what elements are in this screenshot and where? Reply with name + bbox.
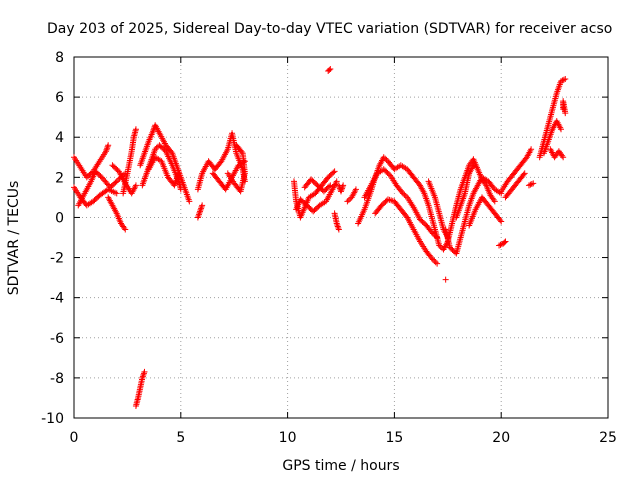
data-point — [330, 169, 337, 176]
data-point — [97, 173, 104, 180]
data-point — [334, 223, 341, 230]
data-point — [562, 110, 569, 117]
y-tick-label: -10 — [41, 411, 64, 427]
data-point — [380, 154, 387, 161]
chart-title: Day 203 of 2025, Sidereal Day-to-day VTE… — [47, 21, 612, 37]
y-tick-label: 0 — [55, 210, 64, 226]
data-point — [113, 178, 120, 185]
plot-frame — [73, 56, 609, 419]
data-point — [152, 146, 159, 153]
data-point — [177, 186, 184, 193]
data-point — [527, 181, 534, 188]
y-tick-label: -6 — [50, 331, 64, 347]
data-point — [233, 142, 240, 149]
x-tick-label: 15 — [385, 430, 403, 446]
data-point — [497, 217, 504, 224]
data-point — [344, 198, 351, 205]
data-point — [122, 226, 129, 233]
data-point — [113, 190, 120, 197]
y-axis-label: SDTVAR / TECUs — [6, 181, 22, 296]
data-point — [153, 144, 160, 151]
data-point — [432, 259, 439, 266]
data-point — [521, 170, 528, 177]
data-point — [333, 178, 340, 185]
data-point — [497, 241, 504, 248]
y-tick-label: -8 — [50, 371, 64, 387]
data-point — [326, 67, 333, 74]
y-tick-labels: -10 -8 -6 -4 -2 0 2 4 6 8 — [41, 50, 64, 427]
y-tick-label: -2 — [50, 251, 64, 267]
data-point — [168, 148, 175, 155]
data-point — [528, 181, 535, 188]
data-point — [498, 218, 505, 225]
data-point — [525, 182, 532, 189]
x-tick-labels: 0 5 10 15 20 25 — [70, 430, 617, 446]
data-point — [558, 78, 565, 85]
data-point — [217, 159, 224, 166]
data-point — [520, 171, 527, 178]
data-point — [186, 198, 193, 205]
data-point — [331, 168, 338, 175]
data-point — [132, 126, 139, 133]
data-point — [559, 77, 566, 84]
data-point — [327, 182, 334, 189]
data-point — [434, 260, 441, 267]
data-point — [432, 233, 439, 240]
data-point — [140, 371, 147, 378]
data-point — [105, 142, 112, 149]
x-tick-label: 25 — [599, 430, 617, 446]
data-point — [502, 238, 509, 245]
x-tick-label: 5 — [176, 430, 185, 446]
data-point — [470, 162, 477, 169]
data-point — [496, 242, 503, 249]
data-point — [560, 154, 567, 161]
gridlines — [74, 57, 608, 418]
data-point — [327, 66, 334, 73]
data-point — [401, 191, 408, 198]
data-point — [382, 155, 389, 162]
data-point — [132, 182, 139, 189]
data-point — [345, 197, 352, 204]
x-tick-label: 20 — [492, 430, 510, 446]
data-point — [115, 177, 122, 184]
data-point — [402, 193, 409, 200]
data-point — [501, 239, 508, 246]
x-tick-label: 10 — [279, 430, 297, 446]
x-tick-label: 0 — [70, 430, 79, 446]
y-tick-label: 4 — [55, 130, 64, 146]
data-point — [403, 213, 410, 220]
data-point — [199, 202, 206, 209]
data-point — [528, 146, 535, 153]
data-point — [352, 186, 359, 193]
data-point — [431, 231, 438, 238]
data-point — [399, 190, 406, 197]
y-tick-label: 8 — [55, 50, 64, 66]
data-point — [560, 76, 567, 83]
data-points — [71, 66, 569, 409]
data-point — [491, 198, 498, 205]
data-point — [429, 256, 436, 263]
data-point — [431, 257, 438, 264]
y-tick-label: 2 — [55, 170, 64, 186]
axis-ticks — [73, 56, 609, 419]
data-point — [326, 183, 333, 190]
data-point — [558, 126, 565, 133]
data-point — [562, 76, 569, 83]
data-point — [112, 179, 119, 186]
data-point — [434, 234, 441, 241]
data-point — [234, 143, 241, 150]
y-tick-label: -4 — [50, 291, 64, 307]
data-point — [175, 170, 182, 177]
data-point — [141, 368, 148, 375]
data-point — [340, 182, 347, 189]
y-tick-label: 6 — [55, 90, 64, 106]
x-axis-label: GPS time / hours — [282, 458, 399, 474]
data-point — [436, 242, 443, 249]
data-point — [442, 276, 449, 283]
data-point — [530, 180, 537, 187]
data-point — [429, 230, 436, 237]
data-point — [335, 226, 342, 233]
data-point — [437, 243, 444, 250]
